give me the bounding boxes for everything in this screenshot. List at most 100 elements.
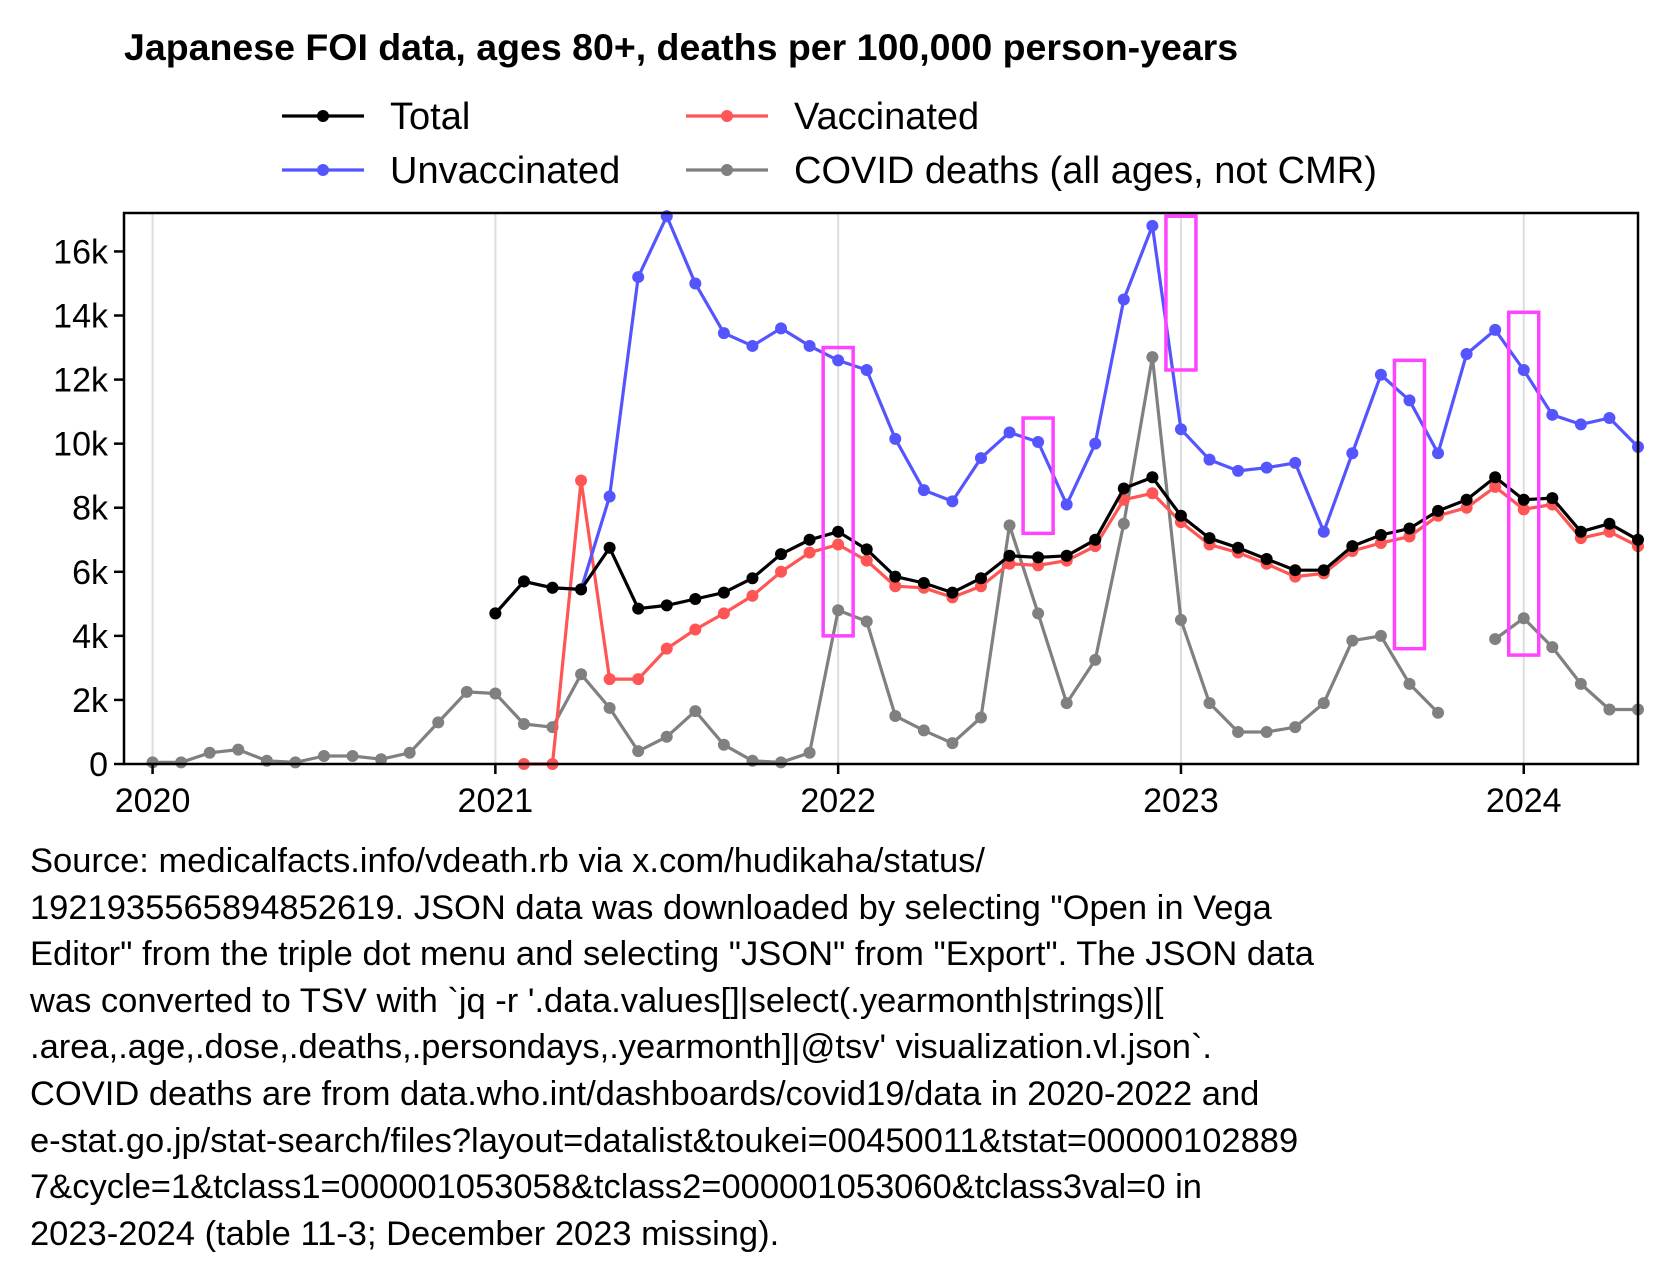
data-point bbox=[489, 687, 502, 700]
data-point bbox=[689, 705, 702, 718]
data-point bbox=[974, 572, 987, 585]
data-point bbox=[1060, 697, 1073, 710]
data-point bbox=[746, 589, 759, 602]
legend-swatch-point bbox=[721, 110, 733, 122]
grid-lines bbox=[151, 213, 1525, 764]
data-point bbox=[1089, 437, 1102, 450]
data-point bbox=[889, 709, 902, 722]
data-point bbox=[1146, 351, 1159, 364]
data-point bbox=[1574, 418, 1587, 431]
data-point bbox=[1317, 697, 1330, 710]
y-tick-label: 14k bbox=[53, 298, 109, 336]
data-point bbox=[517, 575, 530, 588]
data-point bbox=[1146, 219, 1159, 232]
data-point bbox=[632, 602, 645, 615]
highlight-box bbox=[1506, 310, 1541, 657]
data-point bbox=[1432, 447, 1445, 460]
data-point bbox=[1089, 653, 1102, 666]
data-point bbox=[1489, 323, 1502, 336]
data-point bbox=[775, 322, 788, 335]
data-point bbox=[860, 554, 873, 567]
data-point bbox=[946, 737, 959, 750]
data-point bbox=[632, 271, 645, 284]
series-line bbox=[523, 478, 1639, 766]
data-point bbox=[603, 673, 616, 686]
data-point bbox=[803, 339, 816, 352]
data-point bbox=[1317, 564, 1330, 577]
legend: Total Vaccinated Unvaccinated COVID deaths … bbox=[282, 96, 1377, 192]
data-point bbox=[1346, 634, 1359, 647]
highlight-box bbox=[1021, 416, 1055, 536]
data-point bbox=[317, 749, 330, 762]
legend-item-total: Total bbox=[282, 96, 470, 138]
legend-swatch-point bbox=[317, 110, 329, 122]
data-point bbox=[689, 277, 702, 290]
data-point bbox=[1260, 461, 1273, 474]
data-point bbox=[1032, 607, 1045, 620]
legend-label: COVID deaths (all ages, not CMR) bbox=[794, 150, 1377, 192]
data-point bbox=[660, 642, 673, 655]
data-point bbox=[860, 615, 873, 628]
data-point bbox=[1603, 412, 1616, 425]
data-point bbox=[1174, 613, 1187, 626]
x-tick-label: 2022 bbox=[800, 782, 876, 820]
series-layer bbox=[146, 210, 1644, 770]
x-axis: 2020 2021 2022 2023 2024 bbox=[115, 764, 1562, 820]
legend-item-unvaccinated: Unvaccinated bbox=[282, 150, 620, 192]
data-point bbox=[803, 546, 816, 559]
data-point bbox=[517, 717, 530, 730]
data-point bbox=[689, 623, 702, 636]
plot-frame bbox=[122, 211, 1640, 766]
x-tick-label: 2023 bbox=[1143, 782, 1219, 820]
data-point bbox=[289, 756, 302, 769]
data-point bbox=[889, 580, 902, 593]
data-point bbox=[403, 746, 416, 759]
data-point bbox=[689, 593, 702, 606]
data-point bbox=[1089, 533, 1102, 546]
data-point bbox=[603, 701, 616, 714]
y-tick-label: 6k bbox=[72, 554, 109, 592]
x-tick-label: 2020 bbox=[115, 782, 191, 820]
x-tick-label: 2021 bbox=[458, 782, 534, 820]
data-point bbox=[1403, 677, 1416, 690]
series-line bbox=[152, 355, 1638, 764]
data-point bbox=[803, 533, 816, 546]
x-tick-label: 2024 bbox=[1486, 782, 1562, 820]
legend-item-vaccinated: Vaccinated bbox=[686, 96, 979, 138]
y-tick-label: 2k bbox=[72, 682, 109, 720]
data-point bbox=[1460, 493, 1473, 506]
data-point bbox=[1546, 408, 1559, 421]
data-point bbox=[1489, 633, 1502, 646]
data-point bbox=[1374, 629, 1387, 642]
data-point bbox=[1117, 517, 1130, 530]
data-point bbox=[717, 586, 730, 599]
data-point bbox=[1174, 423, 1187, 436]
legend-swatch-point bbox=[721, 164, 733, 176]
data-point bbox=[974, 711, 987, 724]
data-point bbox=[946, 495, 959, 508]
data-point bbox=[832, 354, 845, 367]
series-total bbox=[489, 471, 1644, 620]
data-point bbox=[1517, 612, 1530, 625]
data-point bbox=[1232, 464, 1245, 477]
data-point bbox=[546, 581, 559, 594]
data-point bbox=[1146, 471, 1159, 484]
data-point bbox=[832, 604, 845, 617]
data-point bbox=[1346, 447, 1359, 460]
data-point bbox=[1489, 480, 1502, 493]
data-point bbox=[1489, 471, 1502, 484]
data-point bbox=[1403, 522, 1416, 535]
data-point bbox=[460, 685, 473, 698]
data-point bbox=[346, 749, 359, 762]
data-point bbox=[632, 745, 645, 758]
y-tick-label: 10k bbox=[53, 426, 109, 464]
data-point bbox=[775, 548, 788, 561]
series-covid-deaths-all-ages-not-cmr bbox=[146, 351, 1644, 769]
data-point bbox=[146, 756, 159, 769]
data-point bbox=[832, 525, 845, 538]
data-point bbox=[746, 339, 759, 352]
data-point bbox=[1060, 498, 1073, 511]
data-point bbox=[1574, 677, 1587, 690]
data-point bbox=[1432, 706, 1445, 719]
highlight-boxes bbox=[821, 214, 1541, 657]
